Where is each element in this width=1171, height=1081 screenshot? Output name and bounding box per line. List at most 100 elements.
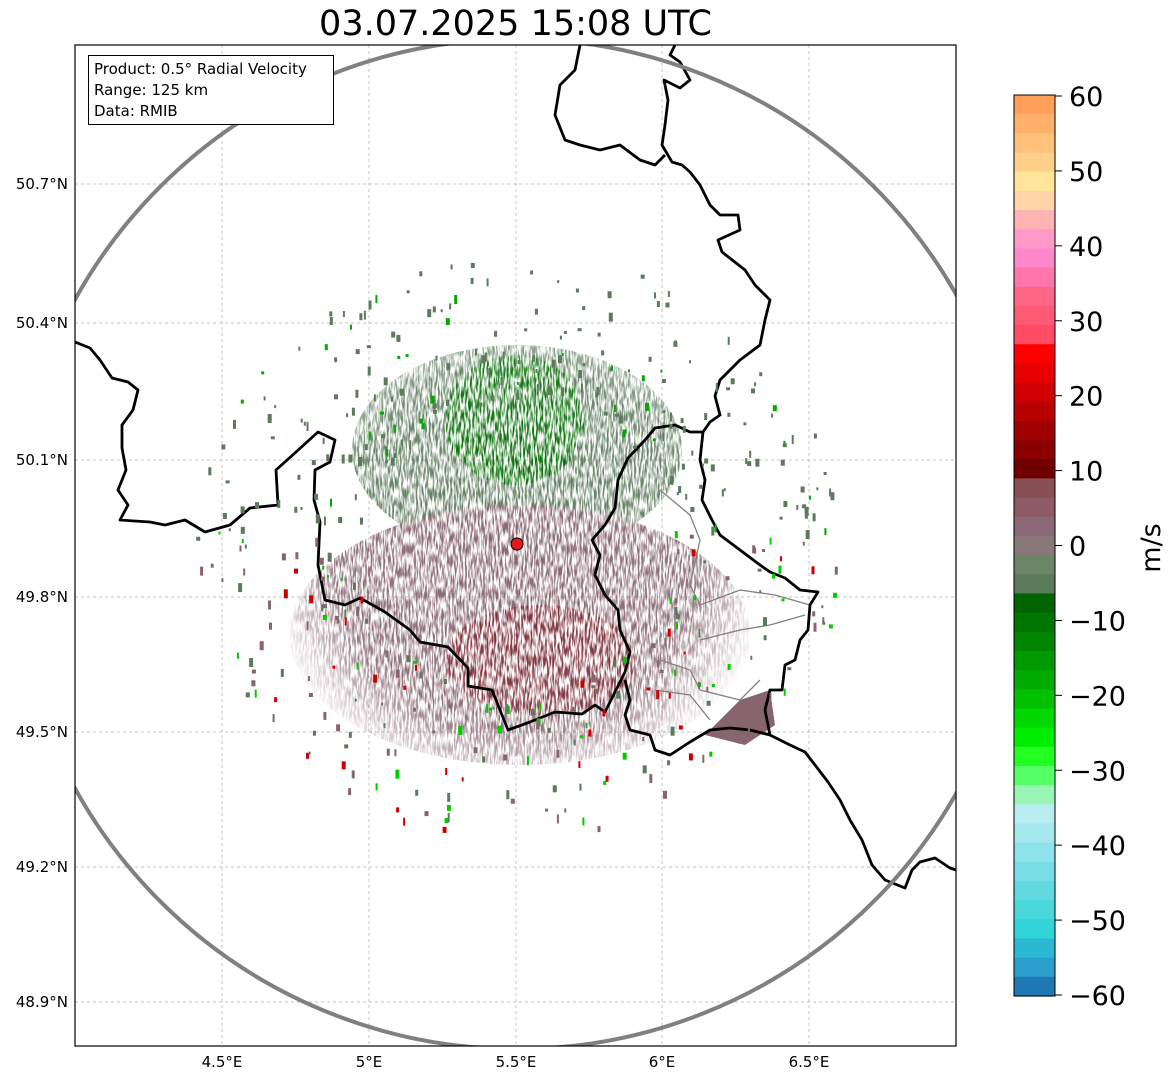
echo-speck	[710, 464, 715, 472]
echo-speck	[579, 735, 583, 739]
echo-speck	[344, 617, 347, 626]
echo-speck	[582, 817, 585, 826]
echo-speck	[306, 421, 309, 431]
admin-border	[654, 489, 811, 721]
echo-speck	[648, 356, 652, 362]
echo-speck	[573, 739, 576, 746]
echo-speck	[445, 768, 448, 775]
map-frame	[74, 44, 957, 1047]
echo-speck	[698, 628, 701, 638]
echo-speck	[359, 313, 363, 321]
echo-speck	[530, 708, 535, 716]
lat-tick-label: 49.2°N	[16, 858, 68, 876]
colorbar-swatch	[1014, 516, 1055, 537]
echo-speck	[688, 753, 693, 761]
echo-speck	[660, 369, 663, 373]
echo-speck	[245, 692, 250, 698]
echo-speck	[399, 388, 404, 396]
echo-speck	[622, 429, 627, 433]
echo-speck	[704, 413, 708, 421]
echo-speck	[324, 344, 328, 351]
echo-speck	[406, 655, 411, 663]
echo-speck	[196, 536, 201, 541]
echo-speck	[470, 277, 474, 284]
echo-speck	[306, 752, 309, 759]
info-data-source: Data: RMIB	[94, 102, 178, 120]
colorbar-swatch	[1014, 765, 1055, 786]
echo-speck	[385, 460, 389, 464]
echo-speck	[327, 552, 332, 562]
echo-speck	[701, 463, 704, 467]
echo-speck	[670, 412, 672, 422]
echo-speck	[386, 748, 390, 756]
echo-speck	[243, 568, 246, 576]
echo-speck	[678, 486, 682, 493]
colorbar-swatch	[1014, 286, 1055, 307]
echo-speck	[281, 553, 286, 561]
echo-speck	[698, 681, 701, 689]
echo-speck	[488, 368, 491, 376]
echo-speck	[755, 458, 760, 467]
echo-speck	[323, 711, 327, 720]
echo-speck	[421, 423, 425, 430]
echo-speck	[545, 808, 548, 812]
echo-speck	[769, 537, 772, 545]
echo-speck	[395, 669, 400, 678]
echo-speck	[504, 691, 508, 698]
echo-speck	[676, 492, 679, 496]
echo-strong-inbound-core	[445, 355, 585, 485]
echo-speck	[743, 422, 747, 426]
echo-speck	[578, 370, 583, 379]
colorbar-swatch	[1014, 900, 1055, 920]
echo-speck	[551, 359, 556, 368]
echo-speck	[358, 457, 362, 466]
echo-speck	[221, 578, 224, 583]
echo-speck	[221, 444, 226, 450]
echo-speck	[779, 516, 783, 520]
echo-speck	[561, 387, 565, 397]
echo-speck	[366, 345, 371, 349]
echo-speck	[277, 499, 281, 508]
echo-speck	[473, 747, 478, 754]
echo-speck	[661, 379, 666, 383]
echo-speck	[711, 526, 715, 536]
echo-speck	[415, 664, 417, 671]
echo-speck	[360, 596, 364, 604]
echo-speck	[338, 517, 343, 523]
echo-speck	[558, 355, 562, 364]
echo-speck	[711, 684, 715, 687]
echo-speck	[547, 727, 551, 733]
echo-speck	[351, 770, 355, 779]
echo-speck	[667, 628, 671, 637]
echo-speck	[381, 434, 386, 439]
lat-tick-label: 50.4°N	[16, 314, 68, 332]
echo-speck	[233, 419, 236, 429]
echo-speck	[689, 360, 691, 364]
echo-speck	[315, 514, 320, 524]
echo-speck	[500, 377, 503, 385]
colorbar-swatch	[1014, 574, 1055, 595]
colorbar-swatch	[1014, 593, 1055, 614]
echo-speck	[383, 723, 386, 729]
echo-speck	[344, 744, 349, 749]
echo-speck	[440, 309, 443, 313]
echo-speck	[778, 565, 782, 574]
echo-speck	[763, 635, 767, 641]
echo-speck	[656, 301, 660, 307]
echo-speck	[323, 604, 327, 609]
echo-speck	[596, 387, 600, 396]
echo-speck	[669, 598, 672, 604]
echo-speck	[706, 700, 711, 706]
echo-speck	[759, 372, 763, 377]
colorbar-tick-label: −30	[1069, 756, 1126, 787]
echo-speck	[254, 689, 257, 698]
country-border	[75, 45, 772, 732]
echo-speck	[255, 502, 259, 509]
echo-speck	[530, 270, 534, 275]
echo-speck	[503, 754, 508, 761]
echo-speck	[390, 457, 395, 466]
echo-speck	[683, 651, 686, 655]
colorbar-swatch	[1014, 650, 1055, 671]
echo-speck	[578, 761, 581, 769]
echo-speck	[400, 439, 403, 446]
